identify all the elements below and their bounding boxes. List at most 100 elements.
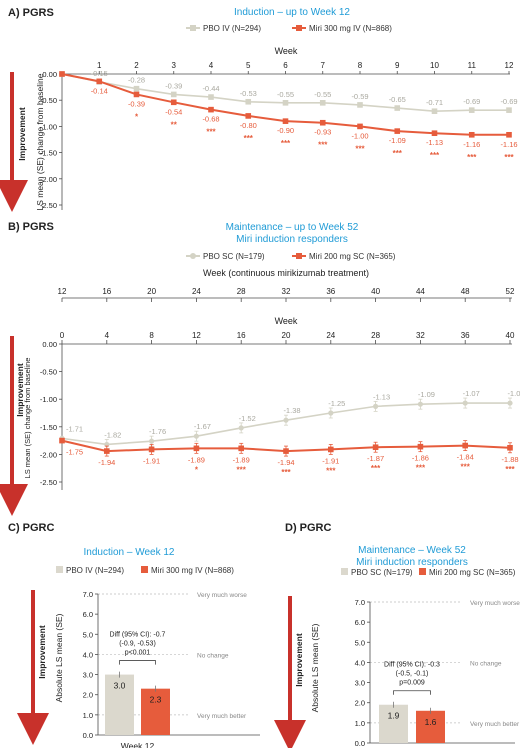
panel-b-plot: -1.71 -1.82 -1.76 -1.67 -1.52 -1.38 -1.25 -1.13… [59, 389, 520, 477]
y-tick-label: -1.00 [40, 122, 57, 131]
data-label-miri: -1.86 [412, 454, 429, 463]
legend-label-miri: Miri 300 mg IV (N=868) [151, 566, 234, 575]
y-tick-label: 4.0 [83, 650, 93, 659]
data-point-pbo [133, 85, 140, 92]
top-tick-label: 16 [102, 287, 111, 296]
panel-c-label: C) PGRC [8, 522, 55, 534]
data-label-miri: -1.75 [66, 448, 83, 457]
y-tick-label: 2.0 [83, 691, 93, 700]
y-tick-label: -1.00 [40, 395, 57, 404]
data-label-miri: -0.54 [165, 107, 182, 116]
legend-marker-miri [296, 25, 302, 31]
significance-marker: *** [416, 464, 426, 473]
data-point-pbo [373, 403, 379, 409]
data-point-miri [462, 442, 468, 449]
data-label-pbo: -1.76 [149, 427, 166, 436]
reference-line-label: Very much worse [470, 600, 520, 607]
panel-d-legend: PBO SC (N=179) Miri 200 mg SC (N=365) [341, 568, 516, 577]
y-tick-label: 5.0 [83, 630, 93, 639]
data-point-miri [104, 448, 110, 454]
y-tick-label: -0.50 [40, 96, 57, 105]
y-tick-label: 1.0 [355, 719, 365, 728]
panel-b-ylabel: LS mean (SE) change from baseline [23, 358, 32, 479]
x-tick-label: 2 [134, 61, 139, 70]
data-label-miri: -1.16 [500, 140, 517, 149]
data-label-miri: -1.13 [426, 138, 443, 147]
bottom-tick-label: 36 [461, 331, 470, 340]
y-tick-label: 7.0 [355, 598, 365, 607]
top-tick-label: 12 [58, 287, 67, 296]
data-label-miri: -1.94 [277, 458, 294, 467]
x-tick-label: 10 [430, 61, 439, 70]
data-point-miri [148, 446, 155, 453]
data-point-miri [506, 131, 512, 138]
data-point-pbo [208, 94, 214, 100]
data-point-pbo [328, 410, 334, 416]
top-tick-label: 44 [416, 287, 425, 296]
x-tick-label: 1 [97, 61, 102, 70]
x-tick-label: 9 [395, 61, 400, 70]
y-tick-label: 3.0 [83, 671, 93, 680]
data-label-pbo: -0.55 [314, 90, 331, 99]
data-point-miri [283, 448, 289, 454]
y-tick-label: 0.0 [355, 739, 365, 748]
data-label-miri: -1.91 [322, 456, 339, 465]
legend-label-pbo: PBO SC (N=179) [203, 252, 265, 261]
data-label-pbo: -0.55 [277, 90, 294, 99]
panel-b-top-ticks: 12 16 20 24 28 32 36 40 44 48 52 [58, 287, 515, 302]
reference-line-label: No change [197, 652, 229, 659]
panel-a-plot: -0.15 -0.28 -0.39 -0.44 -0.53 -0.55 -0.55 -0.59… [59, 69, 518, 162]
panel-a-xticks: 1 2 3 4 5 6 7 8 9 10 11 12 [97, 61, 514, 74]
significance-marker: *** [237, 465, 247, 474]
data-point-pbo [149, 438, 155, 444]
bar-value-miri: 1.6 [425, 717, 437, 727]
data-label-miri: -0.80 [240, 121, 257, 130]
data-label-miri: -1.87 [367, 454, 384, 463]
improvement-label-c: Improvement [37, 625, 47, 679]
panel-a-title: Induction – up to Week 12 [234, 7, 350, 18]
x-tick-label: 5 [246, 61, 251, 70]
data-label-pbo: -0.15 [91, 69, 108, 78]
y-tick-label: 3.0 [355, 679, 365, 688]
panel-c: C) PGRC Induction – Week 12 PBO IV (N=29… [8, 522, 260, 748]
improvement-label-d: Improvement [294, 633, 304, 687]
significance-marker: * [195, 465, 199, 474]
data-label-pbo: -1.52 [239, 414, 256, 423]
panel-a-legend: PBO IV (N=294) Miri 300 mg IV (N=868) [186, 24, 392, 33]
data-label-miri: -1.94 [98, 458, 115, 467]
data-point-pbo [431, 108, 438, 115]
legend-label-miri: Miri 300 mg IV (N=868) [309, 24, 392, 33]
legend-label-pbo: PBO SC (N=179) [351, 568, 413, 577]
panel-b-top-axis-title: Week (continuous mirikizumab treatment) [203, 268, 369, 278]
panel-d-subtitle: Miri induction responders [356, 557, 468, 568]
data-label-miri: -0.14 [91, 86, 108, 95]
data-label-pbo: -1.82 [104, 430, 121, 439]
top-tick-label: 28 [237, 287, 246, 296]
x-tick-label: 6 [283, 61, 288, 70]
top-tick-label: 52 [506, 287, 515, 296]
panel-c-title: Induction – Week 12 [84, 547, 175, 558]
panel-b: B) PGRS Maintenance – up to Week 52 Miri… [0, 221, 520, 516]
data-label-pbo: -1.13 [373, 392, 390, 401]
significance-marker: *** [281, 468, 291, 477]
difference-annotation: (-0.9, -0.53) [119, 641, 156, 648]
panel-d-title: Maintenance – Week 52 [358, 545, 466, 556]
data-label-miri: -0.90 [277, 126, 294, 135]
panel-c-ylabel: Absolute LS mean (SE) [54, 613, 64, 702]
panel-a-ylabel: LS mean (SE) change from baseline [35, 73, 45, 210]
data-label-pbo: -0.28 [128, 76, 145, 85]
legend-label-miri: Miri 200 mg SC (N=365) [429, 568, 516, 577]
y-tick-label: 2.0 [355, 699, 365, 708]
bottom-tick-label: 12 [192, 331, 201, 340]
data-point-pbo [282, 100, 289, 106]
panel-b-label: B) PGRS [8, 221, 54, 233]
panel-b-yticks: 0.00 -0.50 -1.00 -1.50 -2.00 -2.50 [40, 340, 62, 487]
y-tick-label: 6.0 [355, 618, 365, 627]
y-tick-label: 5.0 [355, 638, 365, 647]
bottom-tick-label: 24 [326, 331, 335, 340]
y-tick-label: -0.50 [40, 368, 57, 377]
data-label-pbo: -1.38 [283, 406, 300, 415]
legend-label-pbo: PBO IV (N=294) [66, 566, 124, 575]
y-tick-label: -1.50 [40, 423, 57, 432]
significance-marker: *** [505, 465, 515, 474]
